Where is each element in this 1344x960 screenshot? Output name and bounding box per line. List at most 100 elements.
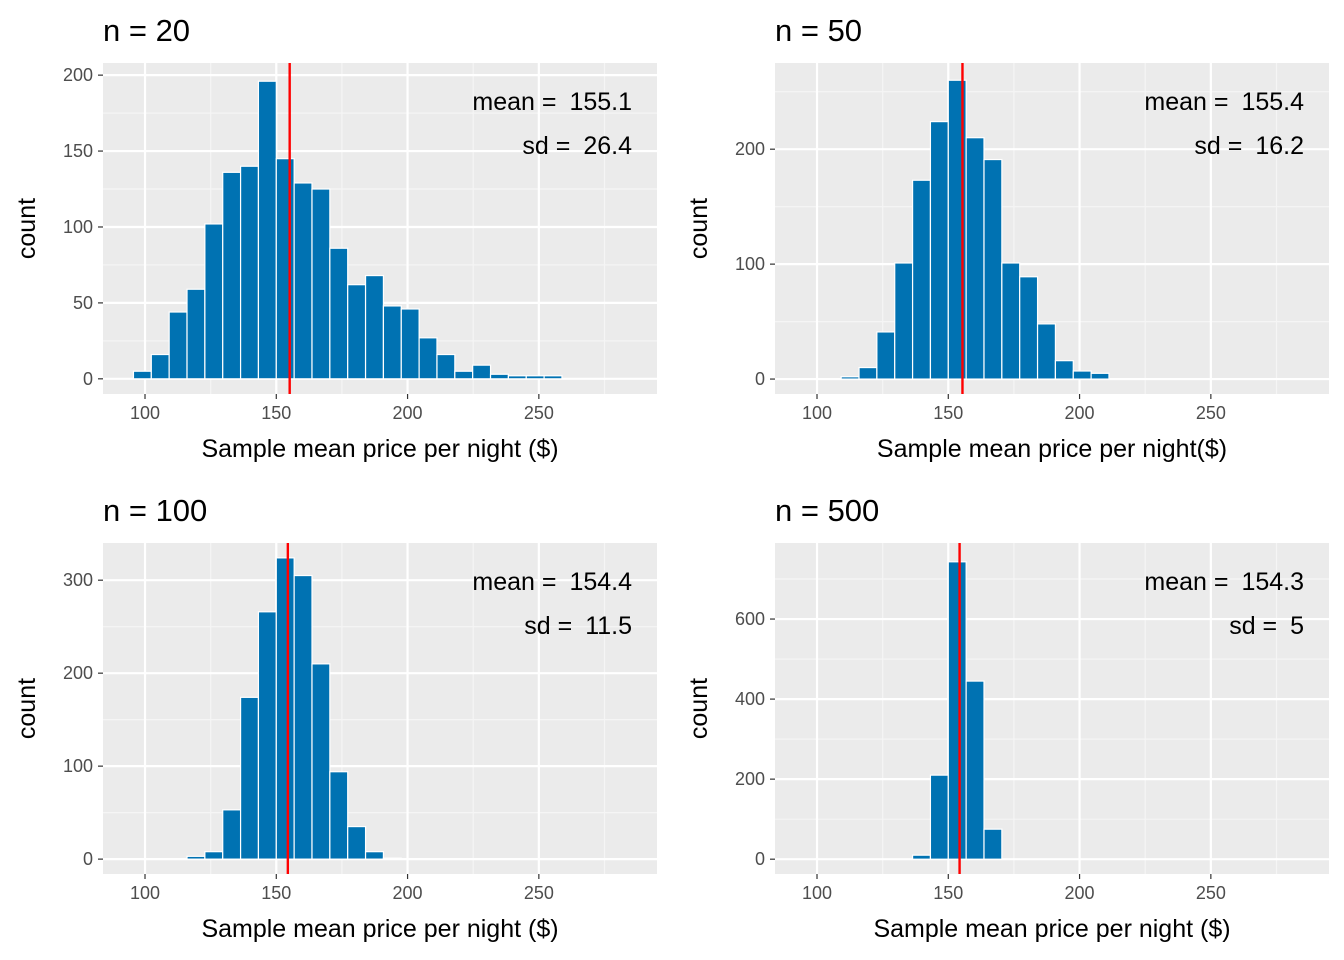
- histogram-bar: [364, 851, 385, 860]
- histogram-bar: [382, 857, 402, 860]
- y-tick-label: 600: [735, 609, 765, 629]
- stat-value: 16.2: [1255, 132, 1304, 160]
- y-tick-label: 50: [73, 293, 93, 313]
- y-tick-label: 0: [755, 849, 765, 869]
- stat-annotation: sd = 5: [1229, 612, 1304, 640]
- histogram-bar: [965, 137, 985, 380]
- x-tick-label: 150: [261, 883, 291, 903]
- histogram-panel: mean = 155.4 sd = 16.2 100 150 200 250 0 100 200…: [685, 13, 1329, 463]
- histogram-bar: [150, 353, 170, 380]
- stat-label: sd =: [1194, 132, 1249, 160]
- x-tick-label: 250: [524, 883, 554, 903]
- stat-label: sd =: [522, 132, 577, 160]
- x-tick-label: 100: [802, 883, 832, 903]
- histogram-bar: [275, 557, 295, 860]
- y-axis-label: count: [13, 198, 41, 259]
- x-tick-label: 200: [1065, 883, 1095, 903]
- histogram-bar: [347, 825, 367, 860]
- x-axis-label: Sample mean price per night ($): [873, 915, 1230, 943]
- histogram-bar: [239, 696, 260, 860]
- histogram-bar: [293, 182, 313, 380]
- y-tick-label: 300: [63, 570, 93, 590]
- panel-background: [103, 543, 657, 874]
- stat-value: 26.4: [583, 132, 632, 160]
- panel-title: n = 50: [775, 13, 862, 48]
- x-tick-label: 200: [1065, 403, 1095, 423]
- stat-annotation: sd = 26.4: [522, 132, 632, 160]
- stat-value: 5: [1290, 612, 1304, 640]
- histogram-bar: [489, 373, 509, 380]
- histogram-bar: [257, 80, 277, 380]
- y-tick-label: 200: [63, 65, 93, 85]
- histogram-bar: [911, 854, 932, 860]
- panel-title: n = 500: [775, 493, 879, 528]
- stat-annotation: sd = 16.2: [1194, 132, 1304, 160]
- x-tick-label: 200: [393, 403, 423, 423]
- histogram-bar: [186, 288, 206, 380]
- x-tick-label: 150: [933, 403, 963, 423]
- y-tick-label: 100: [735, 254, 765, 274]
- histogram-bar: [525, 375, 545, 380]
- stat-value: 154.3: [1241, 568, 1304, 596]
- histogram-bar: [507, 375, 527, 380]
- histogram-bar: [239, 165, 260, 380]
- histogram-bar: [543, 375, 563, 380]
- stat-label: mean =: [472, 568, 563, 596]
- histogram-bar: [275, 158, 295, 380]
- histogram-bar: [983, 828, 1003, 860]
- stat-value: 154.4: [569, 568, 632, 596]
- histogram-bar: [329, 771, 349, 860]
- histogram-bar: [911, 179, 932, 380]
- histogram-bar: [311, 188, 331, 380]
- histogram-panel: mean = 154.4 sd = 11.5 100 150 200 250 0 100 200…: [13, 493, 657, 943]
- stat-label: mean =: [472, 88, 563, 116]
- stat-annotation: mean = 154.3: [1144, 568, 1304, 596]
- histogram-bar: [840, 376, 860, 380]
- stat-label: mean =: [1144, 88, 1235, 116]
- x-tick-label: 100: [802, 403, 832, 423]
- y-tick-label: 400: [735, 689, 765, 709]
- x-tick-label: 250: [1196, 403, 1226, 423]
- y-tick-label: 200: [63, 663, 93, 683]
- histogram-bar: [222, 809, 242, 860]
- stat-annotation: mean = 154.4: [472, 568, 632, 596]
- y-axis-label: count: [685, 198, 713, 259]
- x-axis-label: Sample mean price per night($): [877, 435, 1227, 463]
- histogram-bar: [983, 158, 1003, 380]
- histogram-bar: [1072, 370, 1092, 380]
- histogram-bar: [364, 274, 385, 380]
- histogram-bar: [929, 121, 949, 380]
- histogram-bar: [204, 851, 224, 860]
- histogram-bar: [132, 370, 152, 380]
- histogram-bar: [929, 774, 949, 860]
- x-tick-label: 200: [393, 883, 423, 903]
- histogram-bar: [347, 284, 367, 380]
- histogram-bar: [1019, 276, 1039, 380]
- histogram-bar: [894, 262, 914, 380]
- y-tick-label: 100: [63, 217, 93, 237]
- histogram-bar: [329, 247, 349, 380]
- histogram-bar: [858, 366, 878, 380]
- y-tick-label: 200: [735, 139, 765, 159]
- stat-annotation: mean = 155.1: [472, 88, 632, 116]
- histogram-bar: [436, 353, 456, 380]
- y-tick-label: 150: [63, 141, 93, 161]
- y-tick-label: 200: [735, 769, 765, 789]
- histogram-bar: [400, 308, 420, 380]
- histogram-panel: mean = 155.1 sd = 26.4 100 150 200 250 0 50 100 1…: [13, 13, 657, 463]
- x-tick-label: 250: [1196, 883, 1226, 903]
- y-axis-label: count: [685, 678, 713, 739]
- y-tick-label: 0: [83, 849, 93, 869]
- stat-label: sd =: [1229, 612, 1284, 640]
- x-tick-label: 250: [524, 403, 554, 423]
- histogram-bar: [1090, 372, 1110, 380]
- x-tick-label: 150: [261, 403, 291, 423]
- panel-title: n = 20: [103, 13, 190, 48]
- x-axis-label: Sample mean price per night ($): [201, 915, 558, 943]
- histogram-bar: [382, 305, 402, 380]
- x-axis-label: Sample mean price per night ($): [201, 435, 558, 463]
- histogram-bar: [472, 364, 492, 380]
- histogram-bar: [876, 331, 896, 380]
- y-tick-label: 0: [755, 369, 765, 389]
